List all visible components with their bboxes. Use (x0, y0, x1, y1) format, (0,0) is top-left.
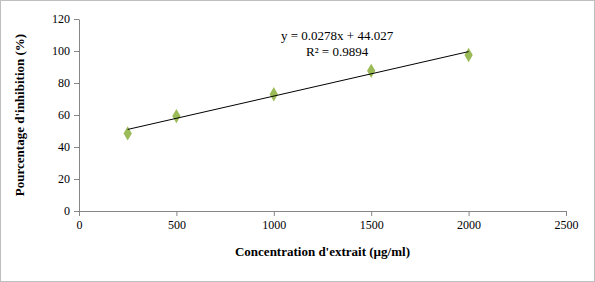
tick-label: 20 (58, 172, 70, 186)
tick: 40 (58, 140, 79, 154)
tick-mark (74, 83, 79, 84)
tick-label: 100 (52, 44, 70, 58)
tick: 20 (58, 172, 79, 186)
tick-label: 0 (64, 204, 70, 218)
tick-label: 120 (52, 12, 70, 26)
trend-line (128, 52, 469, 130)
tick-mark (74, 115, 79, 116)
x-axis-title: Concentration d'extrait (µg/ml) (235, 244, 410, 259)
tick-label: 2500 (555, 218, 579, 232)
tick-mark (371, 211, 372, 216)
plot: 0 500 1000 1500 2000 2500 0 20 40 60 80 100 120 (52, 12, 579, 231)
tick-label: 80 (58, 76, 70, 90)
point (464, 48, 472, 62)
tick-mark (469, 211, 470, 216)
annotation: y = 0.0278x + 44.027 (281, 28, 394, 43)
tick-label: 60 (58, 108, 70, 122)
tick-mark (274, 211, 275, 216)
tick-mark (74, 147, 79, 148)
tick: 80 (58, 76, 79, 90)
tick: 0 (64, 204, 79, 218)
marks (124, 48, 473, 141)
tick-mark (566, 211, 567, 216)
y-axis: 0 20 40 60 80 100 120 (52, 12, 80, 218)
tick: 0 (77, 211, 83, 232)
tick-label: 500 (168, 218, 186, 232)
axis-line (80, 211, 567, 212)
chart: 0 500 1000 1500 2000 2500 0 20 40 60 80 100 120 y = 0… (0, 0, 595, 282)
tick-mark (74, 211, 79, 212)
tick: 2000 (457, 211, 481, 232)
tick: 1500 (360, 211, 384, 232)
point (172, 109, 180, 123)
point (270, 87, 278, 101)
tick-label: 40 (58, 140, 70, 154)
point (367, 64, 375, 78)
tick-mark (74, 179, 79, 180)
tick-mark (176, 211, 177, 216)
tick-label: 1000 (262, 218, 286, 232)
y-axis-title: Pourcentage d'inhibition (%) (12, 34, 27, 196)
tick-label: 1500 (360, 218, 384, 232)
tick: 120 (52, 12, 79, 26)
x-axis: 0 500 1000 1500 2000 2500 (77, 211, 579, 232)
tick-mark (74, 19, 79, 20)
tick-mark (79, 211, 80, 216)
tick-label: 2000 (457, 218, 481, 232)
tick: 1000 (262, 211, 286, 232)
axis-line (79, 20, 80, 212)
tick-mark (74, 51, 79, 52)
tick: 60 (58, 108, 79, 122)
tick: 500 (168, 211, 186, 232)
chart-border (1, 1, 595, 282)
annotation: R² = 0.9894 (306, 44, 369, 59)
tick: 100 (52, 44, 79, 58)
tick-label: 0 (77, 218, 83, 232)
tick: 2500 (555, 211, 579, 232)
